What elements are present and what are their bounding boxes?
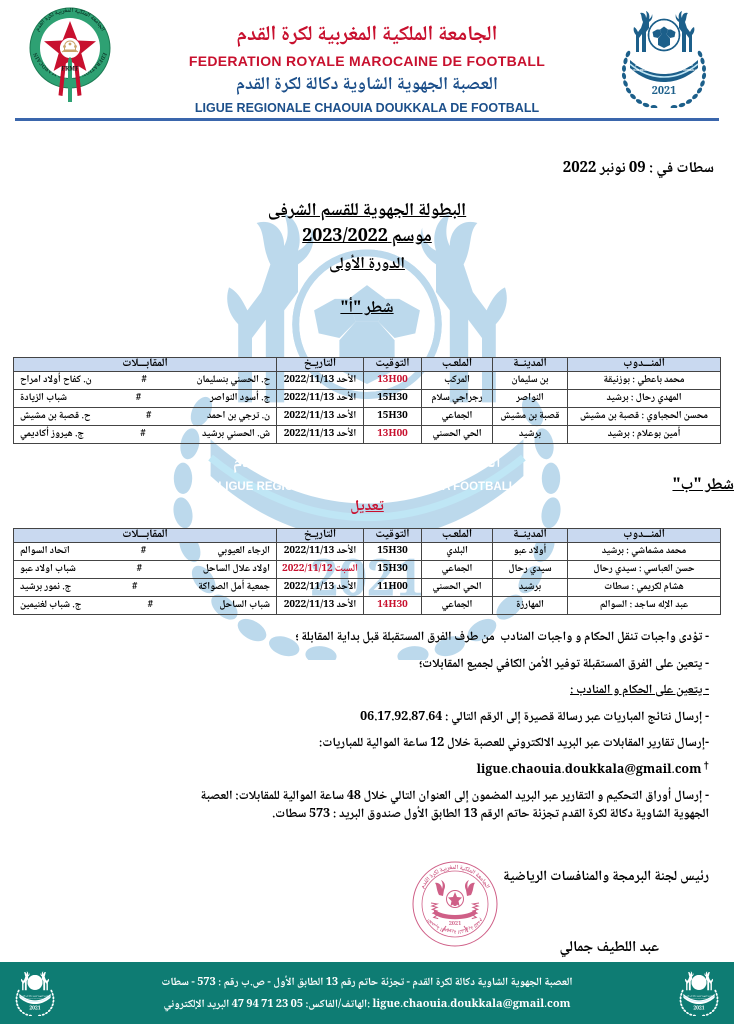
svg-text:2021: 2021 bbox=[449, 920, 461, 929]
svg-text:الجامعة الملكية المغربية لكرة: الجامعة الملكية المغربية لكرة القدم bbox=[417, 862, 493, 891]
svg-text:FRMF: FRMF bbox=[61, 64, 79, 74]
